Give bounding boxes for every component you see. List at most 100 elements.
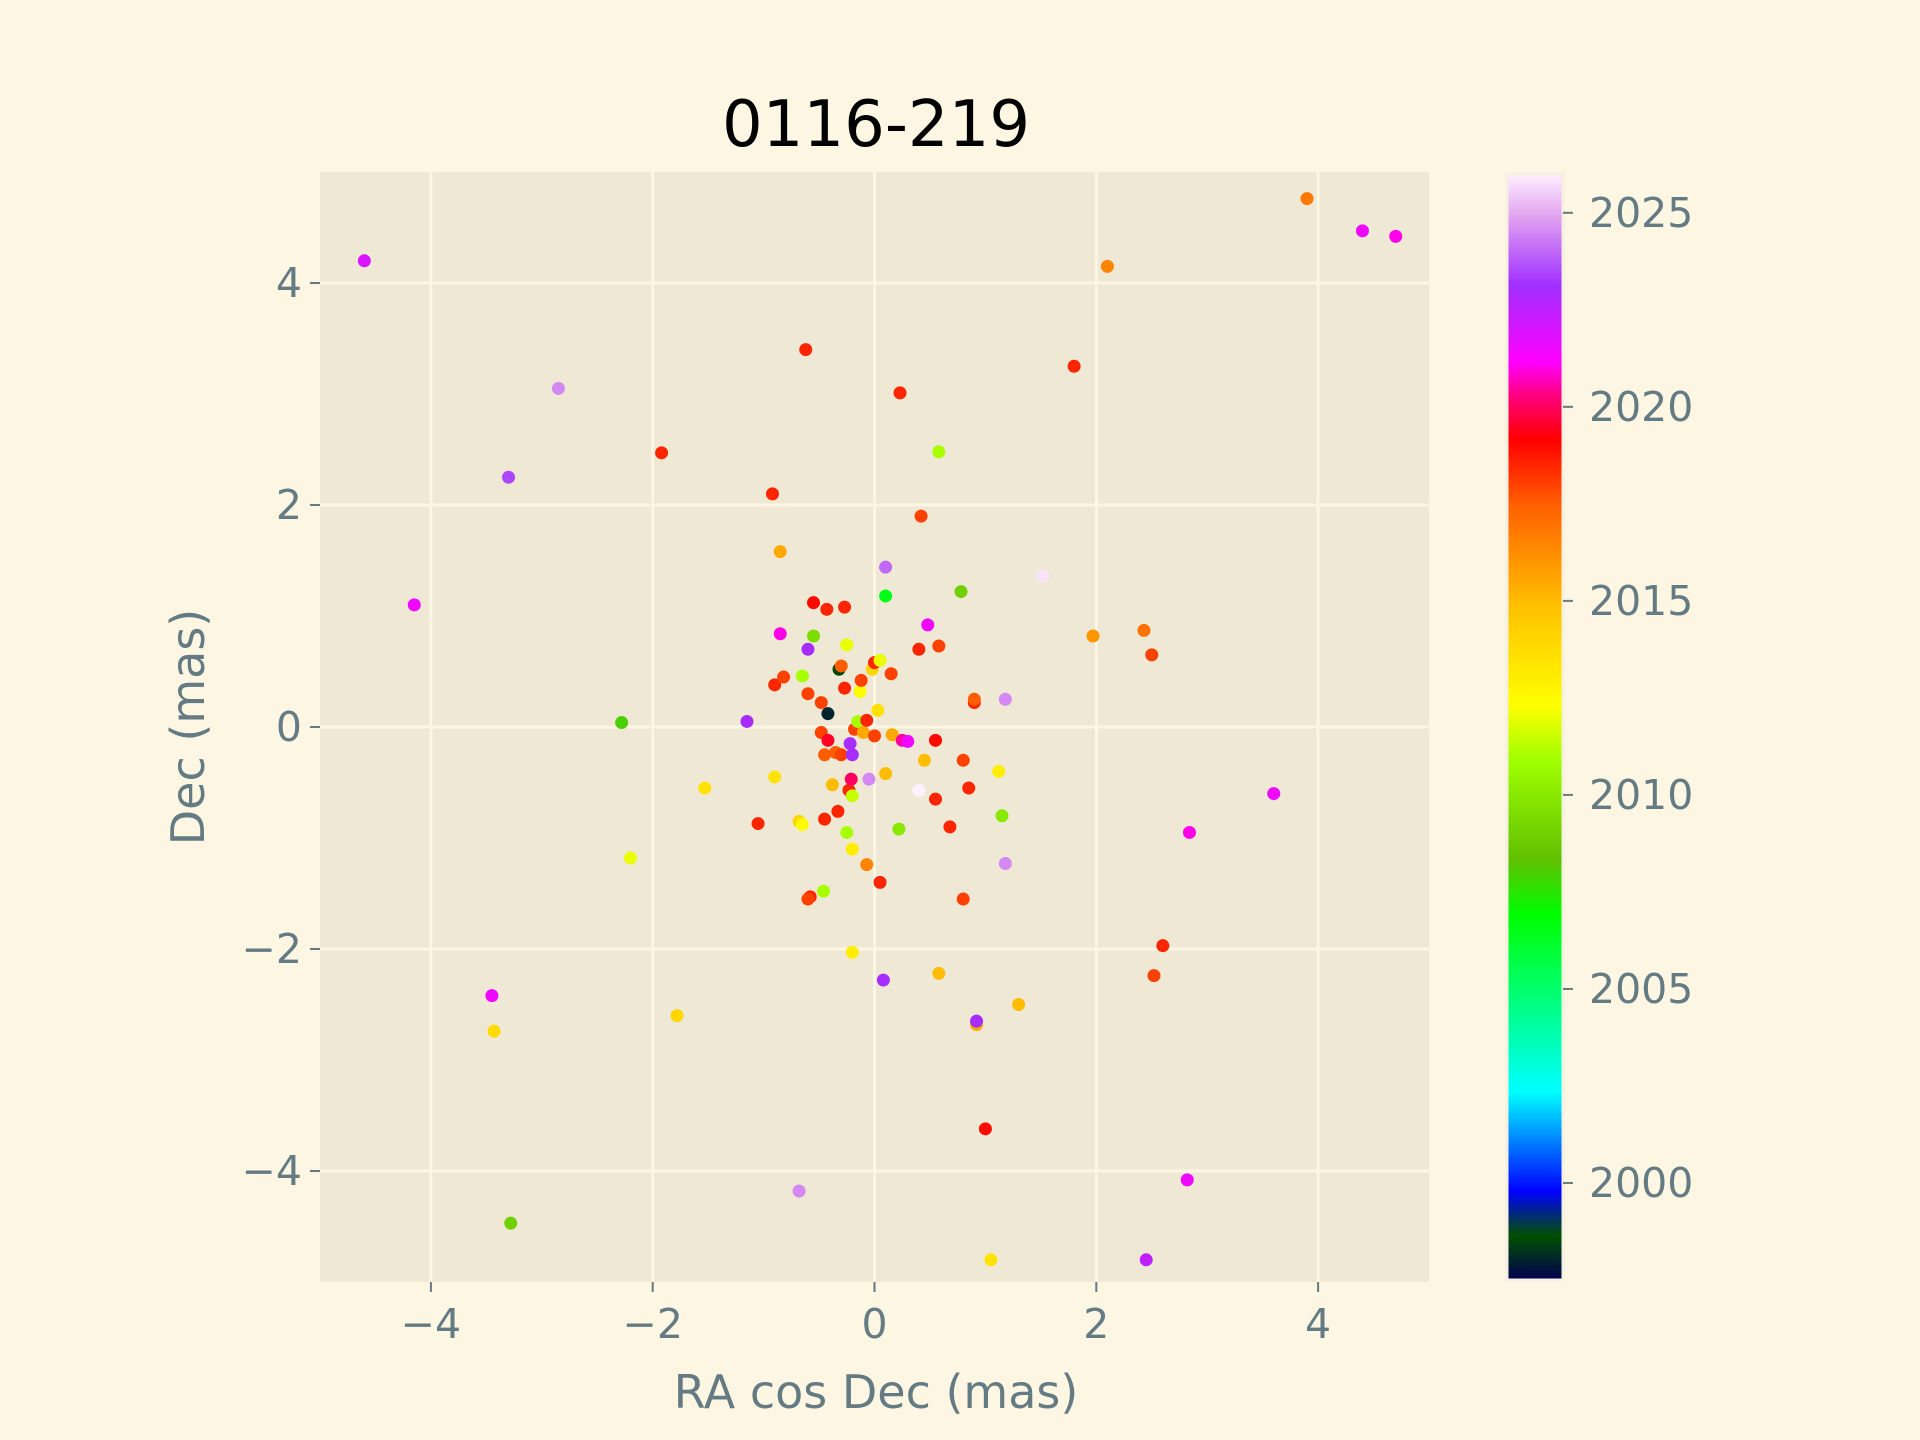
data-point bbox=[1267, 787, 1281, 801]
data-point bbox=[551, 381, 565, 395]
data-point bbox=[873, 875, 887, 889]
data-point bbox=[956, 753, 970, 767]
data-point bbox=[655, 446, 669, 460]
data-point bbox=[838, 681, 852, 695]
data-point bbox=[871, 703, 885, 717]
data-point bbox=[818, 812, 832, 826]
data-point bbox=[821, 733, 835, 747]
data-point bbox=[834, 748, 848, 762]
data-point bbox=[912, 642, 926, 656]
data-point bbox=[831, 804, 845, 818]
data-point bbox=[801, 892, 815, 906]
data-point bbox=[876, 973, 890, 987]
data-point bbox=[914, 509, 928, 523]
data-point bbox=[854, 673, 868, 687]
data-point bbox=[773, 627, 787, 641]
y-axis-label: Dec (mas) bbox=[161, 609, 215, 846]
data-point bbox=[967, 692, 981, 706]
data-point bbox=[860, 858, 874, 872]
data-point bbox=[502, 470, 516, 484]
data-point bbox=[407, 598, 421, 612]
data-point bbox=[853, 684, 867, 698]
data-point bbox=[485, 989, 499, 1003]
data-point bbox=[773, 545, 787, 559]
x-tick-label: 0 bbox=[861, 1300, 887, 1348]
data-point bbox=[860, 713, 874, 727]
y-tick-label: 0 bbox=[276, 703, 302, 751]
chart-title: 0116-219 bbox=[722, 88, 1030, 162]
data-point bbox=[1180, 1173, 1194, 1187]
data-point bbox=[504, 1216, 518, 1230]
data-point bbox=[795, 669, 809, 683]
data-point bbox=[873, 653, 887, 667]
colorbar bbox=[1505, 172, 1565, 1282]
data-point bbox=[843, 737, 857, 751]
data-point bbox=[917, 753, 931, 767]
data-point bbox=[928, 733, 942, 747]
data-point bbox=[1300, 192, 1314, 206]
data-point bbox=[998, 857, 1012, 871]
data-point bbox=[801, 642, 815, 656]
data-point bbox=[845, 945, 859, 959]
data-point bbox=[1100, 259, 1114, 273]
colorbar-tick-label: 2000 bbox=[1589, 1159, 1693, 1207]
data-point bbox=[615, 716, 629, 730]
data-point bbox=[487, 1024, 501, 1038]
data-point bbox=[856, 726, 870, 740]
x-tick-label: −4 bbox=[401, 1300, 461, 1348]
data-point bbox=[884, 667, 898, 681]
data-point bbox=[1012, 998, 1026, 1011]
data-point bbox=[698, 781, 712, 795]
data-point bbox=[932, 639, 946, 653]
x-tick-label: 2 bbox=[1083, 1300, 1109, 1348]
data-point bbox=[840, 638, 854, 652]
data-point bbox=[1139, 1253, 1153, 1267]
colorbar-tick-label: 2025 bbox=[1589, 189, 1693, 237]
data-point bbox=[932, 966, 946, 980]
data-point bbox=[1067, 359, 1081, 373]
data-point bbox=[816, 884, 830, 898]
data-point bbox=[768, 678, 782, 692]
data-point bbox=[624, 851, 638, 865]
colorbar-tick-label: 2015 bbox=[1589, 577, 1693, 625]
grid bbox=[320, 172, 1429, 1282]
data-point bbox=[1156, 939, 1170, 953]
data-point bbox=[868, 729, 881, 743]
data-point bbox=[807, 629, 821, 643]
data-point bbox=[795, 818, 809, 832]
data-point bbox=[956, 892, 970, 906]
data-point bbox=[768, 770, 782, 784]
data-point bbox=[943, 820, 957, 834]
data-point bbox=[792, 1184, 806, 1198]
data-point bbox=[995, 809, 1009, 823]
data-point bbox=[807, 596, 821, 610]
data-point bbox=[978, 1122, 992, 1136]
data-point bbox=[998, 692, 1012, 706]
data-point bbox=[670, 1009, 684, 1023]
data-point bbox=[1355, 224, 1369, 238]
data-point bbox=[825, 778, 839, 792]
data-point bbox=[970, 1014, 984, 1028]
data-point bbox=[932, 445, 946, 459]
data-point bbox=[862, 772, 876, 786]
data-point bbox=[751, 817, 765, 831]
data-point bbox=[885, 728, 899, 742]
data-point bbox=[901, 734, 915, 748]
data-point bbox=[845, 842, 859, 856]
data-point bbox=[879, 589, 893, 603]
data-point bbox=[962, 781, 976, 795]
y-tick-label: 2 bbox=[276, 481, 302, 529]
data-points bbox=[357, 192, 1403, 1267]
y-tick-label: −2 bbox=[242, 925, 302, 973]
colorbar-tick-label: 2020 bbox=[1589, 383, 1693, 431]
data-point bbox=[801, 687, 815, 701]
data-point bbox=[954, 585, 968, 599]
data-point bbox=[821, 707, 835, 721]
colorbar-tick-label: 2005 bbox=[1589, 965, 1693, 1013]
y-tick-label: 4 bbox=[276, 259, 302, 307]
data-point bbox=[1147, 969, 1161, 983]
data-point bbox=[921, 618, 935, 632]
data-point bbox=[845, 748, 859, 762]
data-point bbox=[814, 696, 828, 710]
data-point bbox=[840, 825, 854, 839]
